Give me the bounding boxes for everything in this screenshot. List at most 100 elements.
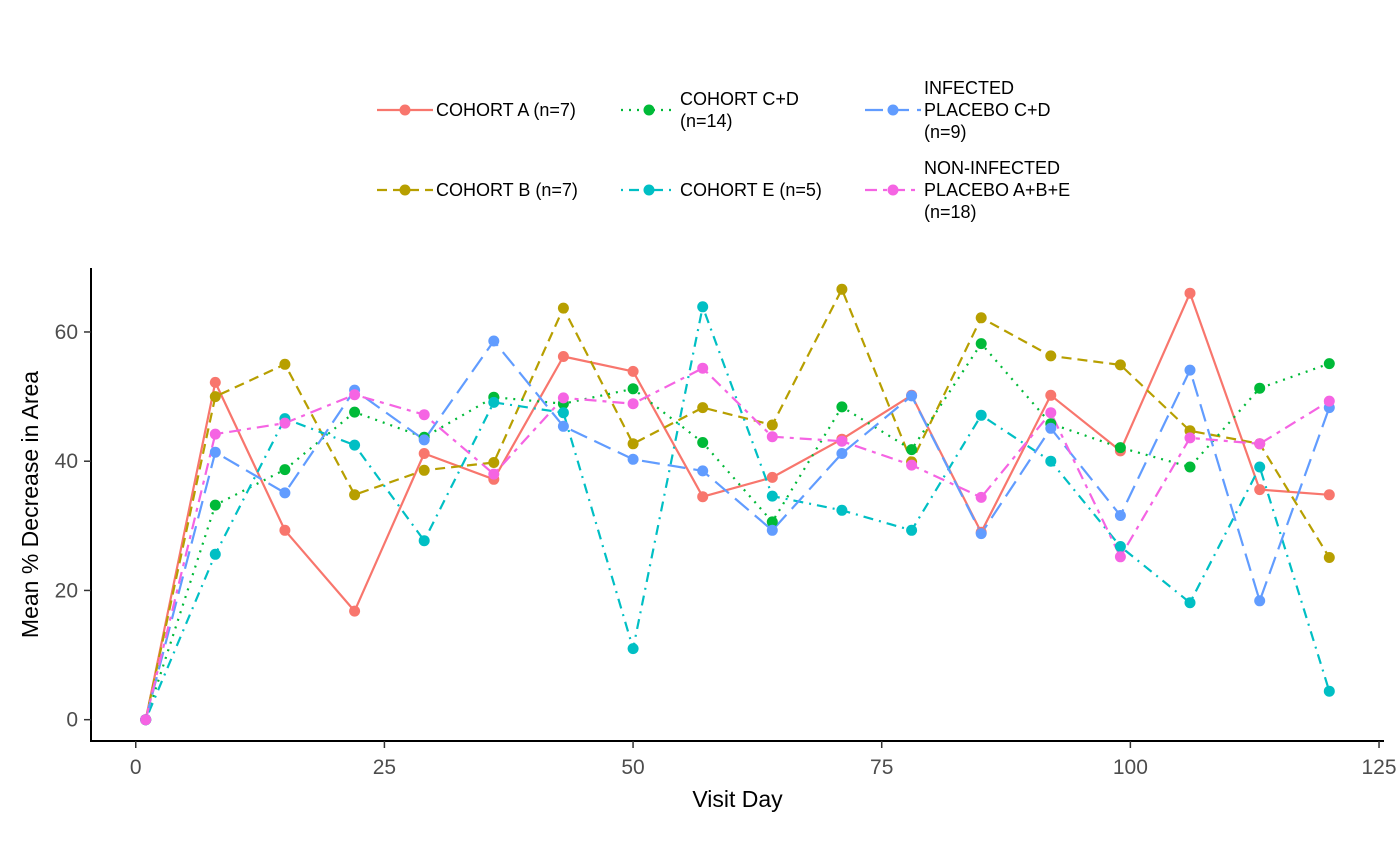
data-point-1-13 bbox=[1045, 350, 1057, 362]
data-point-4-13 bbox=[1045, 422, 1057, 434]
y-tick-label: 60 bbox=[55, 321, 78, 344]
data-point-0-16 bbox=[1254, 484, 1266, 496]
data-point-1-9 bbox=[766, 419, 778, 431]
legend-label: COHORT A (n=7) bbox=[436, 100, 576, 120]
data-point-2-3 bbox=[349, 406, 361, 418]
data-point-0-6 bbox=[557, 351, 569, 362]
data-point-4-11 bbox=[906, 390, 918, 402]
legend-label: COHORT E (n=5) bbox=[680, 180, 822, 200]
data-point-5-11 bbox=[906, 459, 918, 471]
data-point-5-2 bbox=[279, 417, 291, 429]
y-tick-label: 40 bbox=[55, 450, 78, 473]
x-tick-label: 25 bbox=[373, 756, 396, 779]
y-axis-title: Mean % Decrease in Area bbox=[17, 371, 43, 638]
data-point-1-10 bbox=[836, 283, 848, 295]
data-point-5-4 bbox=[418, 409, 430, 421]
legend-label: INFECTED PLACEBO C+D (n=9) bbox=[924, 78, 1051, 142]
data-point-3-8 bbox=[697, 301, 709, 313]
data-point-5-0 bbox=[140, 714, 152, 726]
data-point-1-6 bbox=[557, 302, 569, 314]
data-point-0-1 bbox=[209, 376, 221, 388]
data-point-4-15 bbox=[1184, 364, 1196, 376]
data-point-4-5 bbox=[488, 335, 500, 347]
data-point-5-13 bbox=[1045, 407, 1057, 419]
data-point-4-10 bbox=[836, 448, 848, 459]
data-point-5-16 bbox=[1254, 438, 1266, 450]
legend-key-2 bbox=[621, 104, 677, 116]
legend-item-4: INFECTED PLACEBO C+D (n=9) bbox=[862, 64, 1051, 156]
series-line-2 bbox=[144, 342, 1330, 721]
data-point-5-1 bbox=[209, 428, 221, 440]
series-line-4 bbox=[144, 339, 1331, 720]
data-point-1-12 bbox=[975, 312, 987, 324]
data-point-3-16 bbox=[1254, 461, 1266, 473]
y-tick-label: 0 bbox=[66, 709, 78, 732]
legend-key-point bbox=[399, 184, 411, 196]
data-point-2-7 bbox=[627, 383, 639, 395]
data-point-5-7 bbox=[627, 398, 639, 410]
legend-label: COHORT C+D (n=14) bbox=[680, 89, 799, 131]
data-point-3-5 bbox=[488, 396, 500, 408]
legend-item-1: COHORT B (n=7) bbox=[374, 150, 578, 230]
data-point-5-8 bbox=[697, 362, 709, 374]
legend-item-2: COHORT C+D (n=14) bbox=[618, 64, 799, 156]
data-point-5-5 bbox=[488, 468, 500, 480]
data-point-3-4 bbox=[418, 535, 430, 547]
data-point-3-14 bbox=[1114, 541, 1126, 552]
series-line-1 bbox=[144, 288, 1331, 720]
x-tick-label: 50 bbox=[621, 756, 644, 779]
x-axis-title: Visit Day bbox=[692, 786, 783, 812]
data-point-3-11 bbox=[906, 524, 918, 536]
data-point-2-11 bbox=[906, 444, 918, 456]
legend-key-point bbox=[887, 104, 899, 116]
data-point-3-9 bbox=[766, 490, 778, 502]
series-layer bbox=[140, 283, 1335, 726]
x-tick-label: 75 bbox=[870, 756, 893, 779]
data-point-0-13 bbox=[1045, 389, 1057, 401]
data-point-4-14 bbox=[1114, 510, 1126, 521]
data-point-0-9 bbox=[766, 471, 778, 483]
data-point-0-17 bbox=[1323, 489, 1335, 501]
legend-item-5: NON-INFECTED PLACEBO A+B+E (n=18) bbox=[862, 150, 1070, 230]
data-point-3-7 bbox=[627, 643, 639, 655]
data-point-1-1 bbox=[209, 391, 221, 403]
data-point-4-4 bbox=[418, 434, 430, 446]
data-point-5-10 bbox=[836, 435, 848, 447]
data-point-0-4 bbox=[418, 448, 430, 459]
data-point-3-1 bbox=[209, 548, 221, 560]
legend-key-4 bbox=[865, 104, 921, 116]
data-point-0-3 bbox=[349, 605, 361, 617]
axes-layer: 0 25 50 75 100 125 0 20 40 60 bbox=[55, 268, 1397, 779]
data-point-1-8 bbox=[697, 402, 709, 414]
data-point-1-7 bbox=[627, 438, 639, 450]
data-point-2-2 bbox=[279, 464, 291, 476]
data-point-5-12 bbox=[975, 491, 987, 503]
data-point-3-15 bbox=[1184, 597, 1196, 609]
x-tick-label: 100 bbox=[1113, 756, 1148, 779]
series-line-3 bbox=[144, 305, 1331, 721]
data-point-4-7 bbox=[627, 453, 639, 465]
data-point-4-6 bbox=[557, 420, 569, 432]
data-point-1-17 bbox=[1323, 552, 1335, 563]
data-point-4-2 bbox=[279, 487, 291, 499]
y-tick-label: 20 bbox=[55, 579, 78, 602]
legend-label: COHORT B (n=7) bbox=[436, 180, 578, 200]
x-tick-label: 0 bbox=[130, 756, 142, 779]
data-point-1-5 bbox=[488, 457, 500, 468]
data-point-2-1 bbox=[209, 499, 221, 511]
data-point-0-7 bbox=[627, 365, 639, 377]
data-point-4-16 bbox=[1254, 595, 1266, 607]
data-point-0-15 bbox=[1184, 287, 1196, 299]
data-point-0-2 bbox=[279, 524, 291, 536]
data-point-5-14 bbox=[1114, 551, 1126, 563]
data-point-3-12 bbox=[975, 409, 987, 421]
legend-key-point bbox=[399, 104, 411, 116]
legend-key-point bbox=[643, 184, 655, 196]
data-point-3-17 bbox=[1323, 685, 1335, 697]
data-point-2-10 bbox=[836, 401, 848, 413]
series-line-5 bbox=[144, 367, 1330, 720]
data-point-3-3 bbox=[349, 439, 361, 451]
data-point-2-8 bbox=[697, 437, 709, 448]
legend-label: NON-INFECTED PLACEBO A+B+E (n=18) bbox=[924, 158, 1071, 222]
